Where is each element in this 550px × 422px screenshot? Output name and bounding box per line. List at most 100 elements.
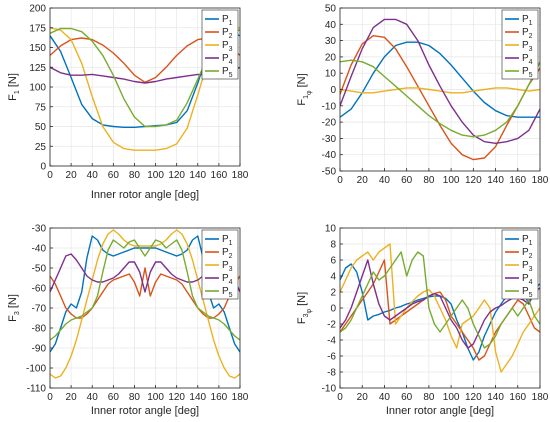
legend-label-p3: P3 [222, 40, 233, 53]
x-tick-label: 140 [487, 175, 504, 186]
series-line-p1 [340, 41, 540, 118]
series-line-p3 [340, 243, 540, 373]
y-axis-label: F1 [N] [7, 73, 21, 101]
y-tick-label: -10 [322, 101, 337, 112]
y-tick-label: -30 [32, 224, 47, 235]
y-tick-label: -50 [32, 264, 47, 275]
y-tick-label: 150 [29, 43, 46, 54]
y-tick-label: 20 [325, 52, 337, 63]
x-tick-label: 0 [47, 170, 53, 181]
x-tick-label: 180 [532, 175, 549, 186]
y-tick-label: 6 [330, 256, 336, 267]
x-tick-label: 40 [87, 170, 99, 181]
series-line-p5 [340, 251, 540, 349]
y-tick-label: -20 [322, 118, 337, 129]
x-tick-label: 80 [423, 392, 435, 403]
x-tick-label: 100 [147, 170, 164, 181]
legend-label-p2: P2 [522, 27, 533, 40]
x-tick-label: 20 [357, 392, 369, 403]
series-line-p5 [340, 59, 540, 138]
x-tick-label: 60 [108, 170, 120, 181]
legend-label-p4: P4 [522, 53, 533, 66]
x-tick-label: 120 [168, 170, 185, 181]
y-tick-label: 100 [29, 83, 46, 94]
legend-label-p5: P5 [522, 66, 533, 79]
chart-3: 0 20 40 60 80 100 120 140 160 180 -110 -100 -90 -80 -7… [7, 224, 249, 418]
y-tick-label: -90 [32, 344, 47, 355]
y-tick-label: 10 [325, 69, 337, 80]
y-tick-label: -10 [322, 384, 337, 395]
legend-label-p2: P2 [222, 247, 233, 260]
legend-label-p5: P5 [522, 286, 533, 299]
x-tick-label: 180 [232, 392, 249, 403]
y-tick-label: -4 [327, 336, 336, 347]
x-tick-label: 160 [509, 175, 526, 186]
y-tick-label: 125 [29, 63, 46, 74]
series-group [340, 18, 540, 161]
y-tick-label: 75 [35, 102, 47, 113]
y-tick-label: 2 [330, 288, 336, 299]
x-tick-label: 160 [211, 392, 228, 403]
y-tick-label: 0 [330, 304, 336, 315]
y-tick-label: -100 [26, 364, 46, 375]
x-tick-label: 120 [465, 175, 482, 186]
series-line-p2 [340, 35, 540, 161]
y-tick-label: 50 [35, 122, 47, 133]
x-tick-label: 100 [443, 392, 460, 403]
legend-label-p1: P1 [522, 14, 533, 27]
x-tick-label: 120 [465, 392, 482, 403]
x-axis-label: Inner rotor angle [deg] [91, 189, 199, 201]
y-tick-label: 175 [29, 23, 46, 34]
y-tick-label: 30 [325, 36, 337, 47]
x-tick-label: 20 [66, 392, 78, 403]
y-tick-label: 0 [40, 162, 46, 173]
y-tick-label: 0 [330, 85, 336, 96]
y-tick-label: 40 [325, 20, 337, 31]
chart-4: 0 20 40 60 80 100 120 140 160 180 -10 -8 -6 -4 -2 0 2 4 6 8… [296, 224, 549, 418]
x-tick-label: 140 [189, 392, 206, 403]
legend-label-p4: P4 [522, 273, 533, 286]
y-axis-label: F1φ [N] [296, 73, 313, 105]
y-tick-label: -30 [322, 134, 337, 145]
y-tick-label: 8 [330, 240, 336, 251]
legend-label-p2: P2 [522, 247, 533, 260]
legend-label-p3: P3 [222, 260, 233, 273]
x-tick-label: 60 [401, 175, 413, 186]
x-tick-label: 40 [379, 392, 391, 403]
x-tick-label: 140 [487, 392, 504, 403]
x-tick-label: 80 [129, 392, 141, 403]
y-tick-label: 25 [35, 142, 47, 153]
legend-label-p5: P5 [222, 66, 233, 79]
series-line-p3 [340, 87, 540, 94]
legend-label-p2: P2 [222, 27, 233, 40]
x-tick-label: 160 [211, 170, 228, 181]
chart-1: 0 20 40 60 80 100 120 140 160 180 0 25 50 75 100 125 150… [7, 4, 249, 202]
series-group [340, 243, 540, 373]
legend-label-p1: P1 [222, 14, 233, 27]
legend-label-p4: P4 [222, 273, 233, 286]
legend-label-p5: P5 [222, 286, 233, 299]
x-axis-label: Inner rotor angle [deg] [91, 405, 199, 417]
x-axis-label: Inner rotor angle [deg] [386, 405, 494, 417]
x-tick-label: 0 [47, 392, 53, 403]
chart-2: 0 20 40 60 80 100 120 140 160 180 -50 -40 -30 -20 -10 0… [296, 4, 549, 187]
x-tick-label: 20 [66, 170, 78, 181]
legend-label-p3: P3 [522, 260, 533, 273]
y-tick-label: 10 [325, 224, 337, 235]
x-tick-label: 100 [147, 392, 164, 403]
legend-label-p1: P1 [222, 234, 233, 247]
legend-label-p4: P4 [222, 53, 233, 66]
series-line-p3 [50, 229, 240, 379]
x-tick-label: 40 [379, 175, 391, 186]
y-tick-label: -2 [327, 320, 336, 331]
x-tick-label: 180 [232, 170, 249, 181]
legend-label-p3: P3 [522, 40, 533, 53]
legend-label-p1: P1 [522, 234, 533, 247]
y-axis-label: F3 [N] [7, 294, 21, 322]
series-line-p4 [340, 259, 540, 349]
x-tick-label: 60 [108, 392, 120, 403]
x-tick-label: 40 [87, 392, 99, 403]
